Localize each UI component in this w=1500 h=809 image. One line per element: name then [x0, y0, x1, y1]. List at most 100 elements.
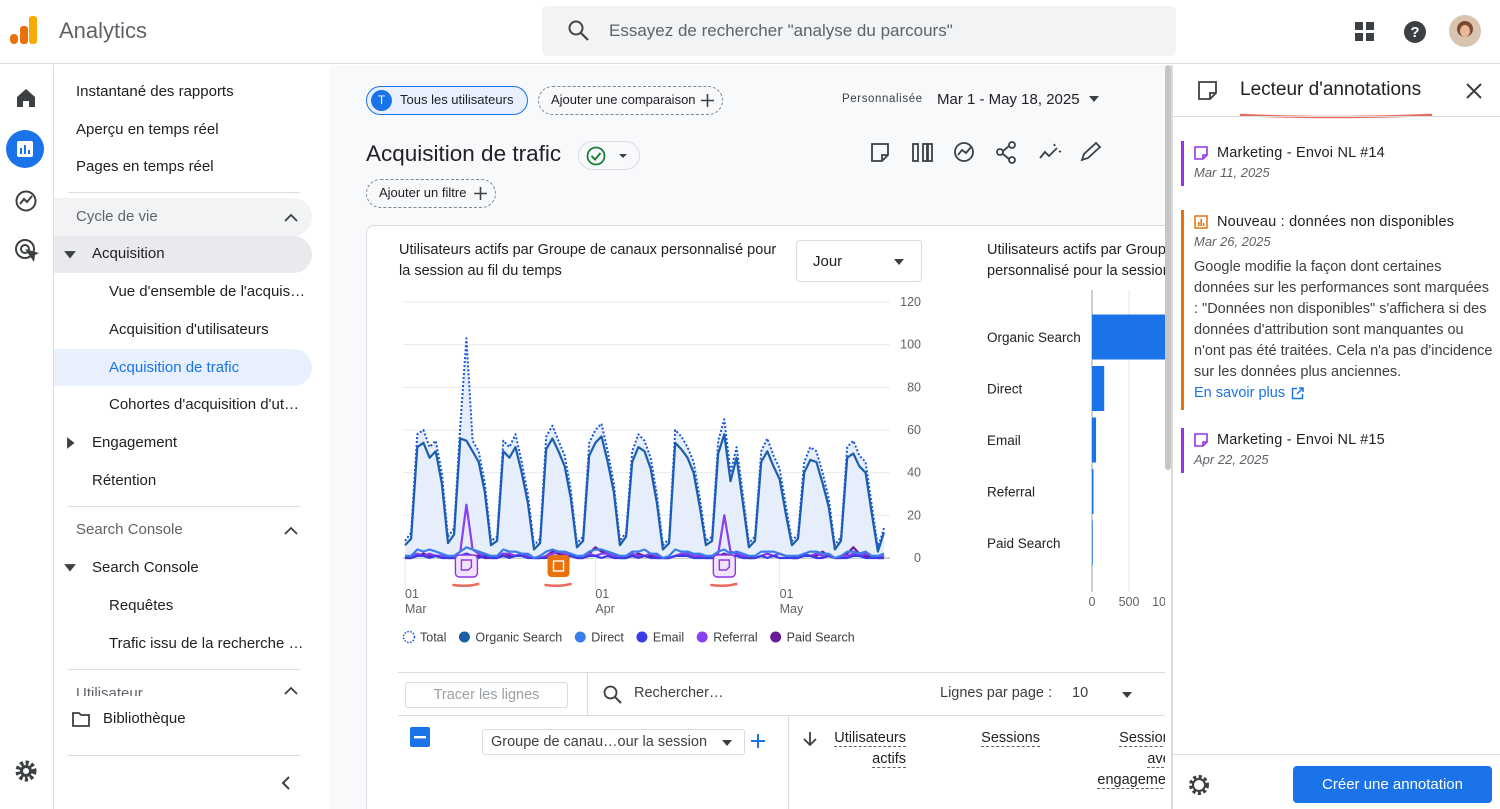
nav-section[interactable]: Search Console [76, 521, 183, 538]
rows-per-page-label: Lignes par page : [940, 685, 1053, 701]
logo [10, 16, 37, 44]
nav-item[interactable]: Bibliothèque [103, 710, 186, 727]
status-chip[interactable] [578, 141, 640, 170]
divider [1173, 754, 1500, 755]
column-header[interactable]: Sessions [940, 728, 1040, 749]
folder-icon [72, 712, 90, 727]
annotation-marker [544, 555, 572, 588]
create-annotation-button[interactable]: Créer une annotation [1293, 766, 1492, 803]
bar [1092, 469, 1094, 514]
settings-icon[interactable] [14, 759, 38, 783]
dimension-label: Groupe de canau…our la session [491, 734, 708, 750]
nav-item[interactable]: Aperçu en temps réel [76, 121, 219, 138]
nav-item[interactable]: Vue d'ensemble de l'acquis… [109, 283, 306, 300]
category-label: Paid Search [987, 536, 1061, 551]
line-chart-title: Utilisateurs actifs par Groupe de canaux… [399, 242, 777, 279]
y-tick-label: 0 [914, 551, 921, 565]
period-select[interactable]: Jour [796, 240, 922, 282]
caret [722, 740, 732, 746]
marker-icon [718, 559, 731, 571]
series-line [405, 546, 885, 560]
segment-chip[interactable]: T Tous les utilisateurs [366, 86, 528, 115]
y-tick-label: 20 [907, 508, 921, 522]
annotation-header: Nouveau : données non disponibles [1194, 214, 1493, 230]
nav-item[interactable]: Acquisition d'utilisateurs [109, 321, 269, 338]
rows-per-page[interactable]: 10 [1072, 685, 1089, 701]
help-icon[interactable]: ? [1403, 20, 1427, 44]
annotation-title: Marketing - Envoi NL #14 [1217, 145, 1385, 161]
scrollbar[interactable] [1165, 65, 1171, 470]
annotation[interactable]: Marketing - Envoi NL #15 Apr 22, 2025 [1181, 428, 1493, 473]
bar [1092, 314, 1165, 360]
section-row-bg [54, 198, 312, 236]
nav-item-active[interactable]: Acquisition de trafic [109, 359, 240, 376]
plot-rows-button[interactable]: Tracer les lignes [405, 682, 568, 708]
x-tick-label: Apr [595, 602, 614, 616]
main-clip: T Tous les utilisateurs Ajouter une comp… [366, 86, 1165, 809]
column-header-text: Utilisateurs actifs [834, 730, 906, 768]
annotation-icon [1194, 146, 1208, 160]
plus-icon [701, 94, 714, 107]
nav-section[interactable]: Utilisateur [76, 685, 143, 696]
avatar[interactable] [1449, 15, 1481, 47]
nav-item[interactable]: Instantané des rapports [76, 83, 234, 100]
date-range[interactable]: Mar 1 - May 18, 2025 [937, 91, 1080, 108]
select-all-checkbox[interactable] [410, 727, 430, 747]
active-row-bg [54, 349, 312, 386]
action-icons[interactable] [868, 140, 1104, 166]
left-rail [0, 65, 54, 809]
annotation[interactable]: Nouveau : données non disponibles Mar 26,… [1181, 210, 1493, 410]
legend-swatch [574, 631, 586, 643]
nav-section[interactable]: Cycle de vie [76, 208, 158, 225]
note-icon [1198, 81, 1217, 100]
advertising-icon[interactable] [14, 238, 40, 264]
bar-title-clip: Utilisateurs actifs par Groupe de canaux… [987, 240, 1165, 282]
add-filter[interactable]: Ajouter un filtre [366, 179, 496, 208]
search-box[interactable]: Essayez de rechercher "analyse du parcou… [542, 6, 1176, 56]
nav-item[interactable]: Engagement [92, 434, 178, 451]
annotation-marker [452, 554, 480, 588]
column-header[interactable]: Sessions avec engagement [1088, 728, 1165, 791]
nav-chevrons [64, 213, 298, 790]
search-icon [568, 20, 589, 41]
apps-icon[interactable] [1354, 21, 1376, 43]
divider [68, 192, 300, 193]
annotation-date: Apr 22, 2025 [1194, 452, 1269, 467]
x-tick-label: Mar [405, 602, 427, 616]
add-comparison[interactable]: Ajouter une comparaison [538, 86, 723, 115]
caret [894, 259, 904, 265]
table-search[interactable]: Rechercher… [634, 685, 724, 701]
home-icon[interactable] [15, 87, 37, 109]
reports-icon[interactable] [6, 130, 44, 168]
segment-initial: T [371, 90, 392, 111]
nav-item[interactable]: Cohortes d'acquisition d'ut… [109, 396, 299, 413]
nav-item[interactable]: Acquisition [92, 245, 165, 262]
dimension-select[interactable]: Groupe de canau…our la session [482, 729, 745, 755]
column-header[interactable]: Utilisateurs actifs [815, 728, 906, 770]
marker-icon [552, 560, 565, 572]
check-icon [586, 146, 627, 166]
nav-item[interactable]: Rétention [92, 472, 157, 489]
nav-item[interactable]: Trafic issu de la recherche … [109, 635, 304, 652]
explore-icon[interactable] [14, 189, 38, 213]
sort-icon[interactable] [803, 731, 817, 747]
nav-item[interactable]: Search Console [92, 559, 199, 576]
add-dimension[interactable] [751, 734, 765, 748]
x-tick-label: May [780, 602, 804, 616]
caret [1122, 692, 1132, 698]
search-placeholder: Essayez de rechercher "analyse du parcou… [609, 21, 953, 40]
marker-box [547, 555, 570, 577]
learn-more-link[interactable]: En savoir plus [1194, 383, 1493, 404]
segment-label: Tous les utilisateurs [400, 92, 514, 107]
annotation-title: Nouveau : données non disponibles [1217, 214, 1455, 230]
nav-item[interactable]: Requêtes [109, 597, 174, 614]
annotation[interactable]: Marketing - Envoi NL #14 Mar 11, 2025 [1181, 141, 1493, 186]
panel-title: Lecteur d'annotations [1240, 79, 1422, 100]
range-type: Personnalisée [842, 93, 923, 105]
nav-item[interactable]: Pages en temps réel [76, 158, 214, 175]
close-icon[interactable] [1465, 82, 1483, 100]
settings-icon[interactable] [1187, 773, 1211, 797]
product-name: Analytics [59, 18, 148, 43]
nav-clip: Utilisateur [76, 684, 143, 696]
